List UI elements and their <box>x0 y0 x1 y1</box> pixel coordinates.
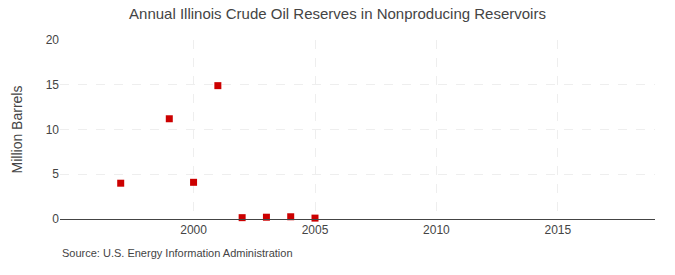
svg-text:5: 5 <box>52 167 59 181</box>
svg-text:10: 10 <box>46 123 60 137</box>
svg-text:2000: 2000 <box>180 223 207 237</box>
svg-text:Annual Illinois Crude Oil Rese: Annual Illinois Crude Oil Reserves in No… <box>129 5 546 22</box>
svg-text:2010: 2010 <box>423 223 450 237</box>
svg-text:20: 20 <box>46 33 60 47</box>
svg-text:Million Barrels: Million Barrels <box>9 86 25 174</box>
svg-text:0: 0 <box>52 212 59 226</box>
svg-text:2005: 2005 <box>302 223 329 237</box>
svg-text:2015: 2015 <box>545 223 572 237</box>
svg-text:Source: U.S. Energy Informatio: Source: U.S. Energy Information Administ… <box>62 247 293 259</box>
svg-text:15: 15 <box>46 78 60 92</box>
